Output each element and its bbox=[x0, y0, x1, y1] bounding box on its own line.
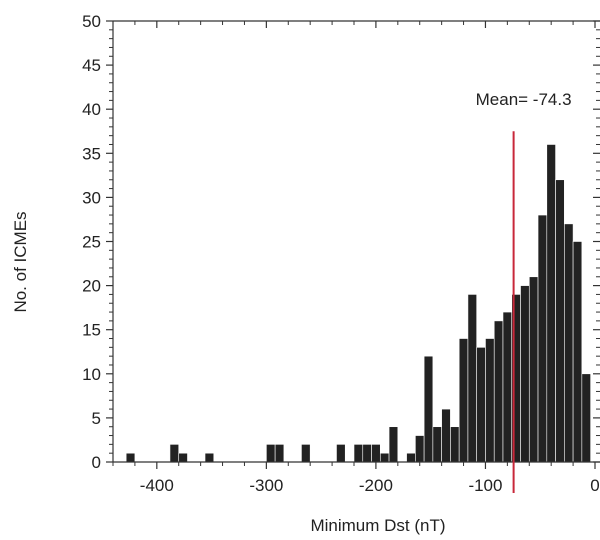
histogram-bar bbox=[423, 355, 434, 463]
histogram-bar bbox=[379, 452, 390, 463]
ticks-layer: 0 5 10 15 20 25 30 35 40 45 50 -400 -300 -200 -100 0 bbox=[82, 12, 600, 495]
histogram-bar bbox=[537, 214, 548, 463]
x-tick-label: -400 bbox=[140, 476, 174, 495]
histogram-bar bbox=[441, 408, 451, 463]
y-tick-label: 10 bbox=[82, 365, 101, 384]
histogram-bar bbox=[493, 320, 504, 463]
y-axis-label: No. of ICMEs bbox=[11, 211, 30, 312]
histogram-bar bbox=[581, 373, 591, 463]
histogram-bar bbox=[520, 285, 530, 463]
histogram-bar bbox=[564, 223, 574, 463]
histogram-bar bbox=[432, 426, 442, 463]
histogram-bar bbox=[458, 338, 469, 463]
x-tick-label: -300 bbox=[249, 476, 283, 495]
histogram-bar bbox=[169, 444, 180, 463]
y-tick-label: 50 bbox=[82, 12, 101, 31]
histogram-bar bbox=[274, 444, 285, 463]
histogram-bar bbox=[476, 347, 486, 463]
histogram-bar bbox=[415, 435, 425, 463]
y-tick-label: 35 bbox=[82, 144, 101, 163]
histogram-bar bbox=[450, 426, 460, 463]
histogram-bar bbox=[555, 179, 565, 463]
histogram-bar bbox=[528, 276, 539, 463]
x-axis-label: Minimum Dst (nT) bbox=[310, 516, 445, 535]
histogram-bar bbox=[336, 444, 346, 463]
y-tick-label: 45 bbox=[82, 56, 101, 75]
y-tick-label: 5 bbox=[92, 409, 101, 428]
histogram-bar bbox=[502, 311, 513, 463]
mean-annotation: Mean= -74.3 bbox=[476, 90, 572, 109]
histogram-bar bbox=[266, 444, 276, 463]
mean-layer: Mean= -74.3 bbox=[476, 90, 572, 493]
bars-layer bbox=[125, 144, 591, 463]
histogram-bar bbox=[353, 444, 364, 463]
histogram-bar bbox=[406, 452, 416, 463]
histogram-bar bbox=[178, 452, 188, 463]
y-tick-label: 30 bbox=[82, 188, 101, 207]
x-tick-label: 0 bbox=[590, 476, 599, 495]
histogram-bar bbox=[125, 452, 136, 463]
histogram-bar bbox=[485, 338, 495, 463]
histogram-bar bbox=[546, 144, 556, 463]
y-tick-label: 0 bbox=[92, 453, 101, 472]
y-tick-label: 15 bbox=[82, 321, 101, 340]
y-tick-label: 20 bbox=[82, 277, 101, 296]
histogram-bar bbox=[388, 426, 399, 463]
x-tick-label: -200 bbox=[359, 476, 393, 495]
histogram-bar bbox=[301, 444, 311, 463]
histogram-bar bbox=[204, 452, 215, 463]
y-tick-label: 25 bbox=[82, 233, 101, 252]
histogram-bar bbox=[572, 241, 583, 463]
y-tick-label: 40 bbox=[82, 100, 101, 119]
x-tick-label: -100 bbox=[468, 476, 502, 495]
histogram-bar bbox=[467, 294, 477, 463]
histogram-bar bbox=[371, 444, 381, 463]
histogram-bar bbox=[362, 444, 372, 463]
